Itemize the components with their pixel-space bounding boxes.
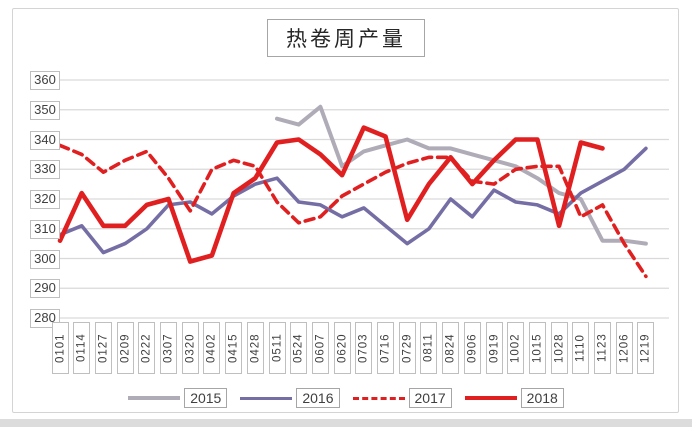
y-tick-label-360: 360 xyxy=(30,71,60,90)
series-line-2015 xyxy=(275,104,648,246)
y-tick-label-350: 350 xyxy=(30,100,60,120)
legend-swatch-2016 xyxy=(240,396,293,400)
y-tick-label-320: 320 xyxy=(30,190,60,209)
x-tick-label-0511: 0511 xyxy=(268,322,286,374)
y-tick-label-300: 300 xyxy=(30,249,60,269)
series-line-2016 xyxy=(58,146,648,255)
legend-swatch-2017 xyxy=(352,396,405,400)
series-line-2018 xyxy=(57,125,605,264)
x-tick-label-0209: 0209 xyxy=(116,322,134,374)
x-tick-label-0402: 0402 xyxy=(203,322,221,374)
legend-item-2017: 2017 xyxy=(352,388,452,408)
x-tick-label-1219: 1219 xyxy=(637,322,655,374)
x-tick-label-0307: 0307 xyxy=(160,322,177,374)
x-tick-label-0428: 0428 xyxy=(246,322,264,374)
x-tick-label-0101: 0101 xyxy=(51,322,69,374)
x-tick-label-0222: 0222 xyxy=(138,322,156,374)
y-tick-label-290: 290 xyxy=(30,279,60,299)
x-tick-label-1110: 1110 xyxy=(572,322,590,374)
x-tick-label-0620: 0620 xyxy=(333,322,351,374)
x-tick-label-0524: 0524 xyxy=(290,322,308,374)
x-tick-label-0320: 0320 xyxy=(181,322,199,374)
y-tick-label-280: 280 xyxy=(30,309,60,328)
legend-swatch-2015 xyxy=(128,396,181,400)
x-tick-label-0607: 0607 xyxy=(311,322,329,374)
x-tick-label-1123: 1123 xyxy=(594,322,611,374)
x-tick-label-0114: 0114 xyxy=(73,322,91,374)
legend-label-2015: 2015 xyxy=(184,388,228,408)
y-tick-label-340: 340 xyxy=(30,130,60,150)
y-tick-label-310: 310 xyxy=(30,219,60,239)
x-tick-label-0919: 0919 xyxy=(485,322,503,374)
series-line-2017 xyxy=(58,143,648,279)
x-tick-label-1028: 1028 xyxy=(550,322,568,374)
x-tick-label-1206: 1206 xyxy=(615,322,633,374)
y-tick-label-330: 330 xyxy=(30,160,60,180)
x-tick-label-0127: 0127 xyxy=(94,322,112,374)
x-tick-label-0811: 0811 xyxy=(420,322,438,374)
legend-item-2015: 2015 xyxy=(128,388,228,408)
x-tick-label-1015: 1015 xyxy=(528,322,546,374)
legend-item-2018: 2018 xyxy=(464,388,564,408)
x-tick-label-0906: 0906 xyxy=(463,322,481,374)
x-tick-label-0703: 0703 xyxy=(355,322,373,374)
legend-swatch-2018 xyxy=(464,396,517,400)
x-tick-label-1002: 1002 xyxy=(507,322,525,374)
legend-label-2017: 2017 xyxy=(408,388,452,408)
x-tick-label-0824: 0824 xyxy=(442,322,460,374)
legend-label-2016: 2016 xyxy=(296,388,340,408)
chart-title: 热卷周产量 xyxy=(267,19,425,57)
bottom-strip xyxy=(0,419,692,427)
x-tick-label-0716: 0716 xyxy=(377,322,394,374)
legend: 2015 2016 2017 2018 xyxy=(0,388,692,408)
x-tick-label-0729: 0729 xyxy=(398,322,416,374)
legend-label-2018: 2018 xyxy=(520,388,564,408)
x-tick-label-0415: 0415 xyxy=(225,322,243,374)
legend-item-2016: 2016 xyxy=(240,388,340,408)
